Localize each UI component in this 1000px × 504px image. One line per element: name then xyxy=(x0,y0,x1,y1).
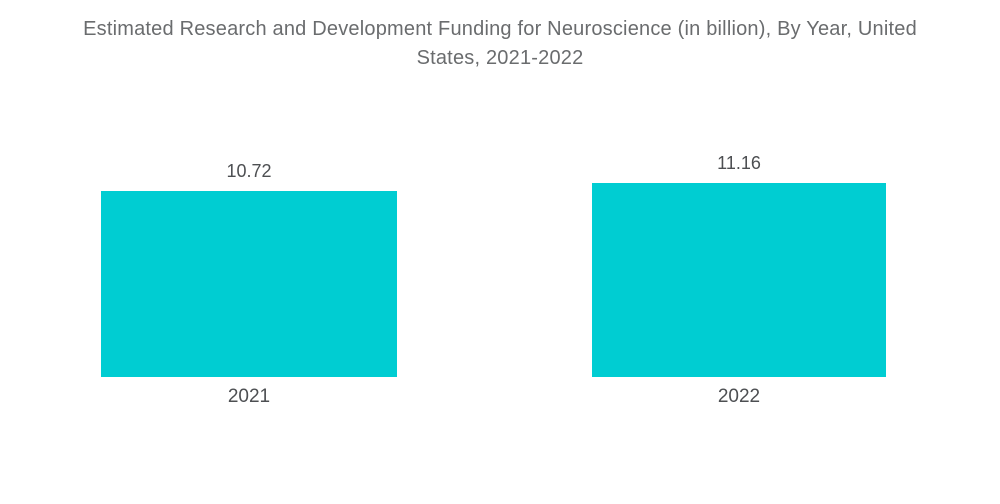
bar-2022 xyxy=(592,183,886,377)
bar-2021 xyxy=(101,191,397,377)
value-label-2021: 10.72 xyxy=(226,161,272,181)
bar-group-2022: 11.16 2022 xyxy=(592,0,886,407)
category-label-2022: 2022 xyxy=(717,386,761,407)
value-label-2022: 11.16 xyxy=(717,153,761,173)
bar-group-2021: 10.72 2021 xyxy=(101,0,397,407)
chart-title-line1: Estimated Research and Development Fundi… xyxy=(83,18,917,40)
chart-title-line2: States, 2021-2022 xyxy=(416,47,584,69)
chart-title: Estimated Research and Development Fundi… xyxy=(0,15,1000,73)
category-label-2021: 2021 xyxy=(227,386,271,407)
